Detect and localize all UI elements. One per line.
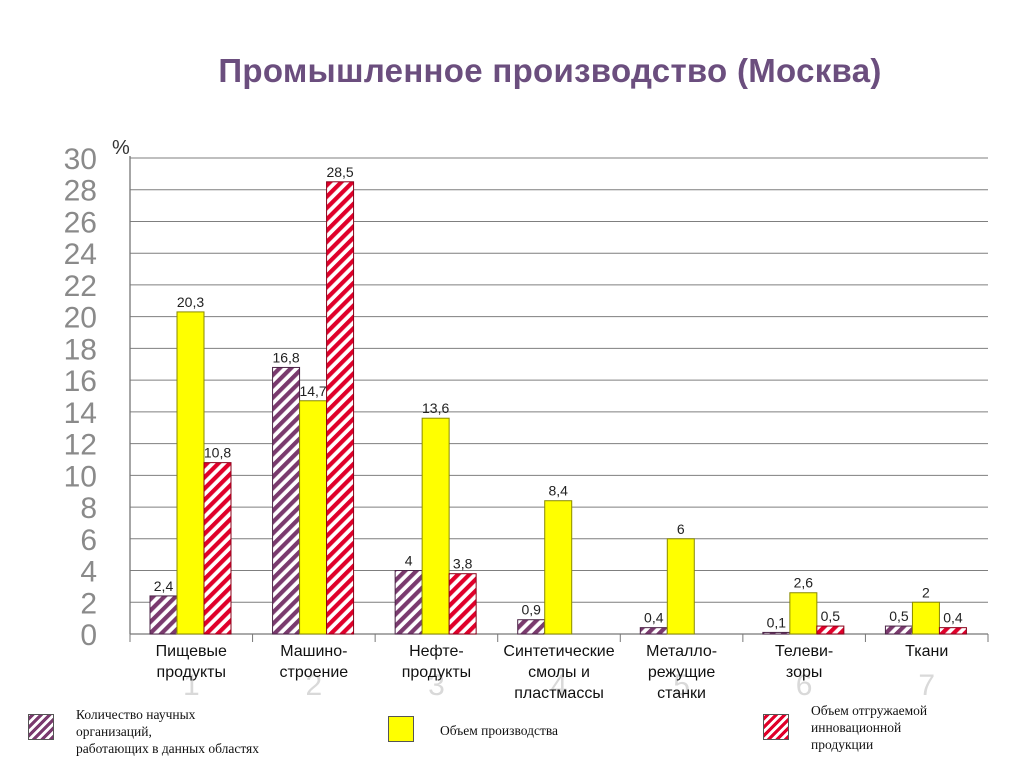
category-label: Ткани — [905, 643, 948, 660]
data-label: 0,4 — [943, 610, 963, 626]
y-tick-label: 28 — [64, 175, 97, 208]
y-tick-label: 10 — [64, 460, 97, 493]
data-label: 14,7 — [299, 383, 326, 399]
category-number: 3 — [428, 669, 445, 702]
data-label: 2,4 — [154, 578, 174, 594]
category-number: 1 — [183, 669, 200, 702]
bar-production — [299, 400, 328, 635]
bar-production — [544, 500, 573, 635]
bar-production — [911, 601, 940, 635]
y-tick-label: 22 — [64, 270, 97, 303]
y-tick-label: 0 — [80, 619, 97, 652]
data-label: 16,8 — [272, 349, 299, 365]
y-tick-label: 4 — [80, 556, 97, 589]
legend-label-production: Объем производства — [440, 723, 559, 738]
legend-swatch-red — [763, 714, 789, 740]
data-label: 28,5 — [326, 164, 353, 180]
data-label: 6 — [677, 521, 685, 537]
bar-scientific-orgs — [149, 595, 178, 635]
data-label: 13,6 — [422, 400, 449, 416]
y-tick-label: 12 — [64, 429, 97, 462]
bar-innovation — [448, 573, 477, 635]
category-labels: 1 2 3 4 5 6 7 Пищевые продукты Машино-строение Неф… — [156, 643, 949, 702]
y-tick-label: 20 — [64, 302, 97, 335]
legend-label-innovation: Объем отгружаемой инновационной продукци… — [811, 703, 928, 752]
bar-scientific-orgs — [884, 625, 913, 635]
data-label: 0,5 — [889, 608, 909, 624]
legend-item-production: Объем производства — [388, 716, 558, 742]
data-label: 0,5 — [821, 608, 841, 624]
category-label: Телеви-зоры — [775, 643, 833, 681]
data-label: 2,6 — [794, 575, 814, 591]
data-label: 4 — [405, 553, 413, 569]
y-tick-label: 16 — [64, 365, 97, 398]
y-tick-label: 2 — [80, 587, 97, 620]
legend-swatch-purple — [28, 714, 54, 740]
data-label: 0,4 — [644, 610, 664, 626]
legend-item-innovation: Объем отгружаемой инновационной продукци… — [763, 702, 927, 753]
y-tick-label: 6 — [80, 524, 97, 557]
y-tick-label: 14 — [64, 397, 97, 430]
y-tick-label: 30 — [64, 143, 97, 176]
data-label: 0,9 — [521, 602, 541, 618]
bar-innovation — [938, 627, 967, 635]
legend-swatch-yellow — [388, 716, 414, 742]
bar-scientific-orgs — [517, 619, 546, 635]
bar-innovation — [203, 462, 232, 635]
category-number: 5 — [673, 669, 690, 702]
category-label: Синтетические смолы и пластмассы — [503, 643, 614, 702]
data-label: 8,4 — [548, 483, 568, 499]
bar-scientific-orgs — [639, 627, 668, 635]
data-label: 2 — [922, 584, 930, 600]
category-label: Нефте-продукты — [402, 643, 471, 681]
bar-production — [176, 311, 205, 635]
category-label: Пищевые продукты — [156, 643, 227, 681]
bar-production — [421, 417, 450, 635]
chart-title: Промышленное производство (Москва) — [218, 52, 882, 89]
y-tick-label: 24 — [64, 238, 97, 271]
legend-item-scientific-orgs: Количество научных организаций, работающ… — [28, 706, 259, 757]
bar-scientific-orgs — [762, 631, 791, 635]
category-label: Металло-режущие станки — [646, 643, 717, 702]
bar-production — [789, 592, 818, 635]
data-label: 20,3 — [177, 294, 204, 310]
y-tick-label: 26 — [64, 206, 97, 239]
y-tick-label: 8 — [80, 492, 97, 525]
bar-scientific-orgs — [394, 570, 423, 635]
data-labels: 2,4 20,3 10,8 16,8 14,7 28,5 4 13,6 3,8 0,9 8,4 0,4… — [154, 164, 963, 631]
data-label: 0,1 — [767, 614, 787, 630]
bar-innovation — [326, 181, 355, 635]
category-number: 7 — [918, 669, 935, 702]
bar-production — [666, 538, 695, 635]
category-number: 2 — [306, 669, 323, 702]
bar-scientific-orgs — [272, 366, 301, 635]
category-number: 6 — [796, 669, 813, 702]
bar-innovation — [816, 625, 845, 635]
bars — [149, 181, 967, 635]
y-axis-unit: % — [112, 137, 130, 159]
data-label: 3,8 — [453, 556, 473, 572]
legend-label-scientific-orgs: Количество научных организаций, работающ… — [76, 707, 260, 756]
category-label: Машино-строение — [280, 643, 349, 681]
category-number: 4 — [551, 669, 568, 702]
data-label: 10,8 — [204, 445, 231, 461]
y-tick-label: 18 — [64, 333, 97, 366]
